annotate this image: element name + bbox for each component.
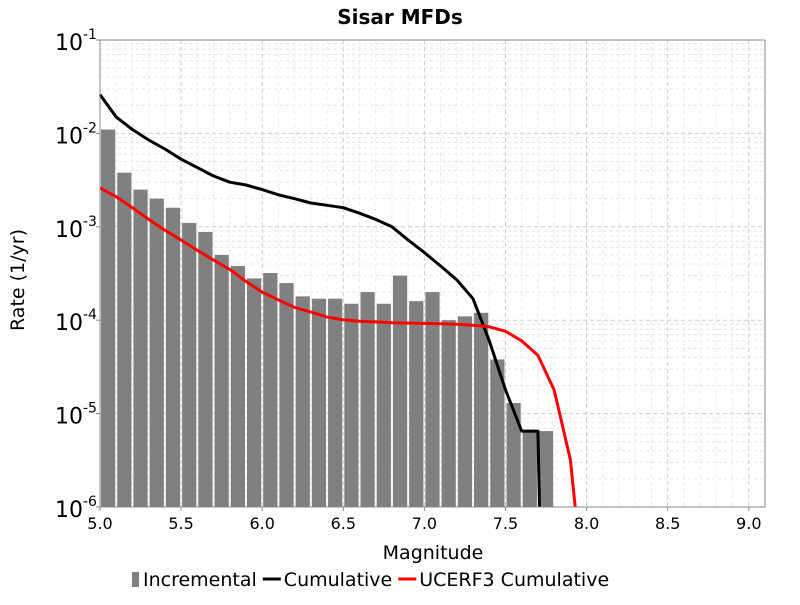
x-tick-label: 9.0 (736, 514, 761, 533)
legend-swatch-bar (132, 572, 139, 587)
bar (490, 359, 505, 507)
bar (360, 292, 375, 507)
y-tick-label: 10-1 (55, 27, 97, 56)
y-tick-label: 10-4 (55, 307, 97, 336)
bar (182, 222, 197, 507)
bar (165, 207, 181, 507)
plot-frame (99, 39, 766, 508)
bar (279, 283, 294, 507)
x-ticks: 5.0 5.5 6.0 6.5 7.0 7.5 8.0 8.5 9.0 (87, 507, 762, 533)
legend-label: Incremental (143, 569, 257, 591)
legend-label: Cumulative (284, 569, 392, 591)
lines (98, 93, 577, 508)
y-tick-label: 10-3 (55, 214, 97, 243)
bar (263, 273, 278, 507)
bar (457, 316, 473, 507)
legend: Incremental Cumulative UCERF3 Cumulative (132, 569, 609, 591)
bar (506, 402, 521, 507)
bar (344, 303, 359, 507)
bar (214, 254, 229, 507)
x-tick-label: 8.0 (574, 514, 599, 533)
x-tick-label: 5.5 (168, 514, 193, 533)
x-tick-label: 7.0 (412, 514, 437, 533)
bar (392, 275, 408, 507)
y-tick-label: 10-2 (55, 120, 97, 149)
bar (409, 301, 424, 507)
x-tick-label: 6.5 (331, 514, 356, 533)
x-tick-label: 5.0 (87, 514, 112, 533)
bar (328, 298, 343, 507)
bar (538, 431, 554, 507)
series-line (99, 186, 577, 508)
bar (425, 292, 440, 507)
bar (376, 303, 391, 507)
series-line (98, 93, 541, 508)
bar (230, 266, 245, 507)
bar (133, 189, 148, 508)
bar (149, 198, 164, 508)
y-axis-label: Rate (1/yr) (7, 229, 29, 331)
x-tick-label: 6.0 (249, 514, 274, 533)
bar (295, 296, 310, 507)
chart-title: Sisar MFDs (337, 5, 463, 29)
bar (474, 312, 489, 507)
bar (441, 320, 456, 507)
bar (198, 231, 213, 507)
legend-label: UCERF3 Cumulative (419, 569, 609, 591)
bar (246, 278, 262, 507)
y-tick-label: 10-5 (55, 401, 97, 430)
x-axis-label: Magnitude (383, 542, 484, 564)
y-ticks: 10-1 10-2 10-3 10-4 10-5 10-6 (55, 27, 100, 523)
y-tick-label: 10-6 (55, 494, 97, 523)
x-tick-label: 7.5 (493, 514, 518, 533)
bars (101, 129, 554, 508)
bar (101, 129, 116, 507)
bar (117, 172, 132, 508)
x-tick-label: 8.5 (655, 514, 680, 533)
bar (311, 298, 327, 507)
bar (522, 431, 537, 507)
